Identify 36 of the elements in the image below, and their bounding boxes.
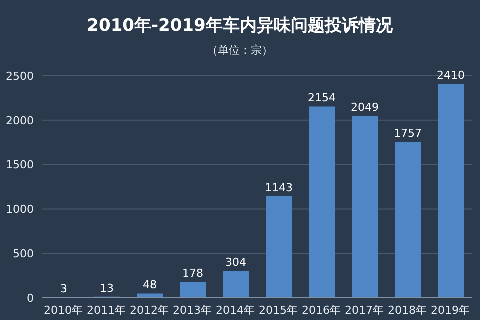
data-label: 48 <box>143 278 157 292</box>
data-label: 3 <box>60 282 68 296</box>
chart-title: 2010年-2019年车内异味问题投诉情况 <box>86 15 394 37</box>
data-label: 13 <box>100 282 114 295</box>
data-label: 2410 <box>437 68 465 82</box>
bar <box>137 294 163 298</box>
x-tick-label: 2016年 <box>302 304 341 317</box>
x-tick-label: 2010年 <box>44 304 83 317</box>
data-label: 2049 <box>351 101 379 114</box>
x-tick-label: 2018年 <box>388 304 427 317</box>
x-tick-label: 2014年 <box>216 304 255 317</box>
y-tick-label: 2000 <box>6 114 34 128</box>
x-tick-label: 2015年 <box>259 304 298 317</box>
y-tick-label: 500 <box>13 248 34 261</box>
y-tick-label: 0 <box>27 292 34 305</box>
y-tick-label: 2500 <box>6 70 34 83</box>
chart-subtitle: （单位：宗） <box>206 43 274 58</box>
data-label: 1143 <box>265 182 293 194</box>
bar <box>309 106 335 298</box>
x-tick-label: 2013年 <box>173 304 212 317</box>
data-label: 304 <box>226 256 246 270</box>
bar <box>395 142 421 298</box>
x-tick-label: 2019年 <box>431 304 470 317</box>
data-label: 178 <box>182 267 204 280</box>
data-label: 2154 <box>308 92 336 105</box>
x-tick-label: 2017年 <box>345 304 384 317</box>
bar <box>223 271 249 298</box>
bar <box>266 196 292 298</box>
bar <box>180 282 206 298</box>
data-label: 1757 <box>394 126 422 140</box>
x-tick-label: 2012年 <box>130 304 169 317</box>
x-tick-label: 2011年 <box>87 304 126 317</box>
y-tick-label: 1500 <box>6 158 34 172</box>
bar <box>352 116 378 298</box>
bar <box>438 84 464 298</box>
y-tick-label: 1000 <box>6 203 34 216</box>
